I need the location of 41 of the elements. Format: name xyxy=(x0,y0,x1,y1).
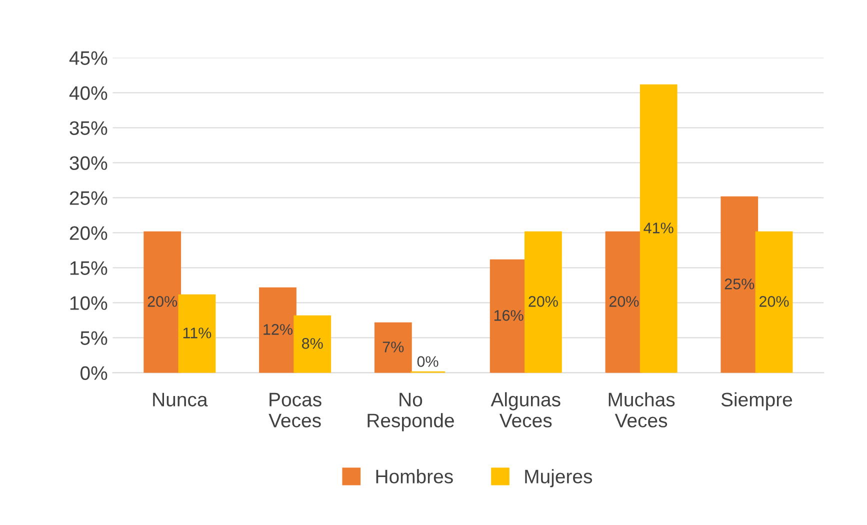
y-tick-label: 20% xyxy=(70,226,108,240)
y-tick-label: 15% xyxy=(70,261,108,275)
y-tick-label: 5% xyxy=(80,331,108,345)
legend-label: Mujeres xyxy=(525,469,592,488)
data-label: 20% xyxy=(760,296,789,307)
bar xyxy=(294,315,332,373)
bar xyxy=(144,231,182,373)
x-tick-label: Siempre xyxy=(721,392,792,410)
y-tick-label: 45% xyxy=(69,51,108,65)
bar xyxy=(490,259,528,373)
data-label: 8% xyxy=(302,338,323,349)
y-tick-label: 0% xyxy=(80,366,108,380)
data-label: 12% xyxy=(264,324,292,335)
x-tick-label: Algunas Veces xyxy=(490,392,560,428)
bar xyxy=(640,84,678,373)
data-label: 20% xyxy=(148,296,178,307)
data-label: 20% xyxy=(528,296,558,307)
x-tick-label: No Responde xyxy=(368,392,454,432)
y-tick-label: 40% xyxy=(69,86,108,100)
y-tick-label: 25% xyxy=(70,191,108,205)
data-label: 16% xyxy=(494,310,524,321)
data-label: 7% xyxy=(382,342,404,352)
legend-label: Hombres xyxy=(376,469,453,484)
data-label: 0% xyxy=(417,356,438,367)
x-tick-label: Muchas Veces xyxy=(608,392,675,428)
y-tick-label: 10% xyxy=(70,296,108,310)
bar xyxy=(178,294,216,373)
bar xyxy=(374,322,412,373)
data-label: 41% xyxy=(644,222,674,234)
y-tick-label: 35% xyxy=(70,121,108,135)
bar xyxy=(259,287,296,373)
bar xyxy=(720,196,758,373)
y-tick-label: 30% xyxy=(70,156,108,170)
bar xyxy=(755,231,793,373)
bar xyxy=(524,231,562,373)
bar xyxy=(605,231,643,373)
x-tick-label: Pocas Veces xyxy=(268,392,322,428)
data-label: 20% xyxy=(609,296,639,307)
data-label: 25% xyxy=(724,278,754,290)
data-label: 11% xyxy=(183,328,212,338)
x-tick-label: Nunca xyxy=(153,392,208,406)
